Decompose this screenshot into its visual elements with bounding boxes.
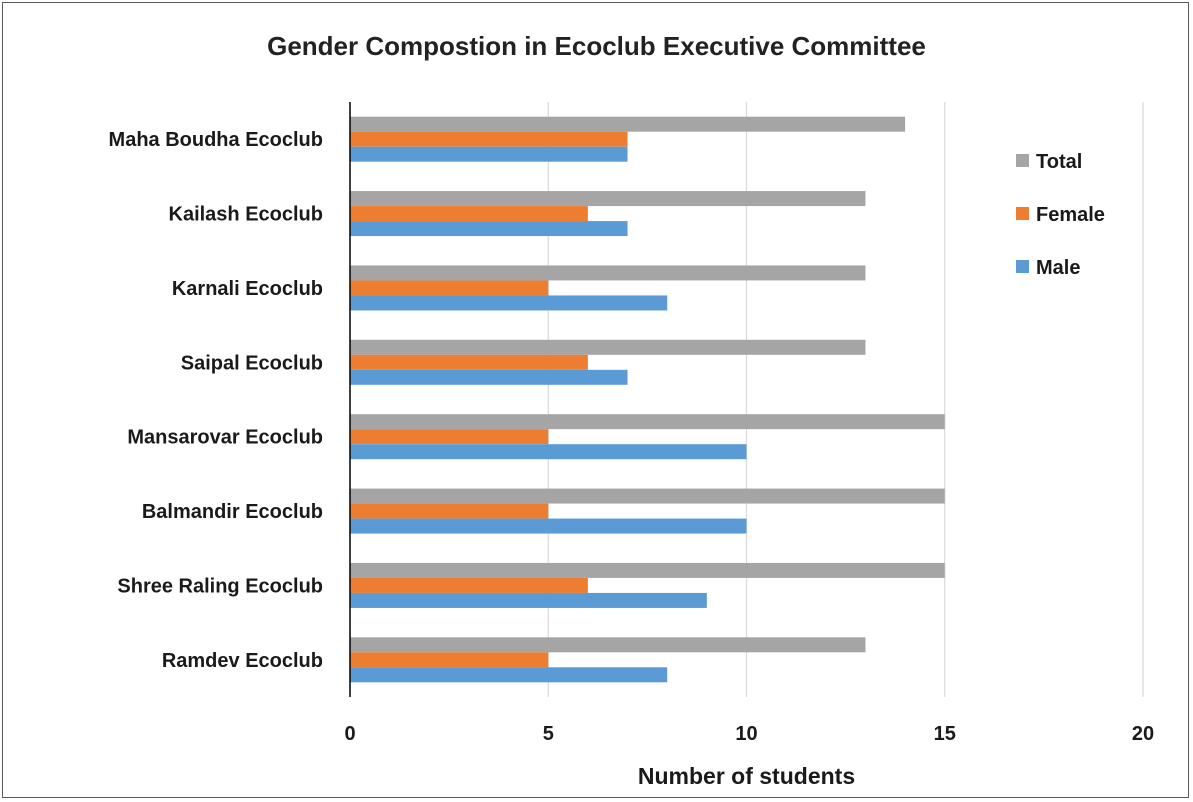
x-tick-label-0: 0 (344, 723, 355, 745)
bar-male-5 (350, 518, 747, 534)
bar-male-2 (350, 295, 668, 311)
legend-swatch-total (1016, 154, 1029, 167)
legend-swatch-male (1016, 260, 1029, 273)
bar-total-5 (350, 488, 945, 504)
category-label-5: Balmandir Ecoclub (142, 501, 323, 523)
bar-total-4 (350, 414, 945, 430)
bar-female-3 (350, 354, 588, 370)
legend: Total Female Male (1016, 151, 1105, 279)
bar-male-6 (350, 592, 707, 608)
bar-male-4 (350, 444, 747, 460)
x-tick-label-3: 15 (934, 723, 956, 745)
category-labels: Maha Boudha Ecoclub Kailash Ecoclub Karnal… (109, 129, 323, 672)
bar-female-6 (350, 577, 588, 593)
legend-label-total: Total (1036, 151, 1082, 173)
legend-swatch-female (1016, 207, 1029, 220)
bar-female-5 (350, 503, 549, 519)
bar-female-7 (350, 652, 549, 668)
bar-female-4 (350, 429, 549, 445)
bar-male-3 (350, 369, 628, 385)
bar-female-1 (350, 206, 588, 222)
bar-total-0 (350, 116, 906, 132)
bar-female-0 (350, 131, 628, 147)
x-tick-labels: 0 5 10 15 20 (344, 723, 1154, 745)
legend-label-female: Female (1036, 204, 1105, 226)
bar-male-7 (350, 667, 668, 683)
category-label-2: Karnali Ecoclub (172, 278, 323, 300)
bar-total-1 (350, 191, 866, 207)
x-tick-label-2: 10 (735, 723, 757, 745)
x-axis-title: Number of students (638, 763, 855, 789)
x-tick-label-1: 5 (543, 723, 554, 745)
bars (350, 116, 945, 683)
category-label-4: Mansarovar Ecoclub (127, 427, 323, 449)
bar-total-7 (350, 637, 866, 653)
chart-title: Gender Compostion in Ecoclub Executive C… (267, 31, 926, 61)
bar-total-6 (350, 562, 945, 578)
category-label-0: Maha Boudha Ecoclub (109, 129, 323, 151)
legend-label-male: Male (1036, 257, 1080, 279)
x-tick-label-4: 20 (1132, 723, 1154, 745)
bar-male-0 (350, 146, 628, 162)
category-label-3: Saipal Ecoclub (181, 352, 323, 374)
bar-total-3 (350, 339, 866, 355)
category-label-1: Kailash Ecoclub (169, 204, 324, 226)
bar-female-2 (350, 280, 549, 296)
category-label-6: Shree Raling Ecoclub (117, 575, 323, 597)
bar-male-1 (350, 221, 628, 237)
category-label-7: Ramdev Ecoclub (162, 650, 323, 672)
bar-total-2 (350, 265, 866, 281)
